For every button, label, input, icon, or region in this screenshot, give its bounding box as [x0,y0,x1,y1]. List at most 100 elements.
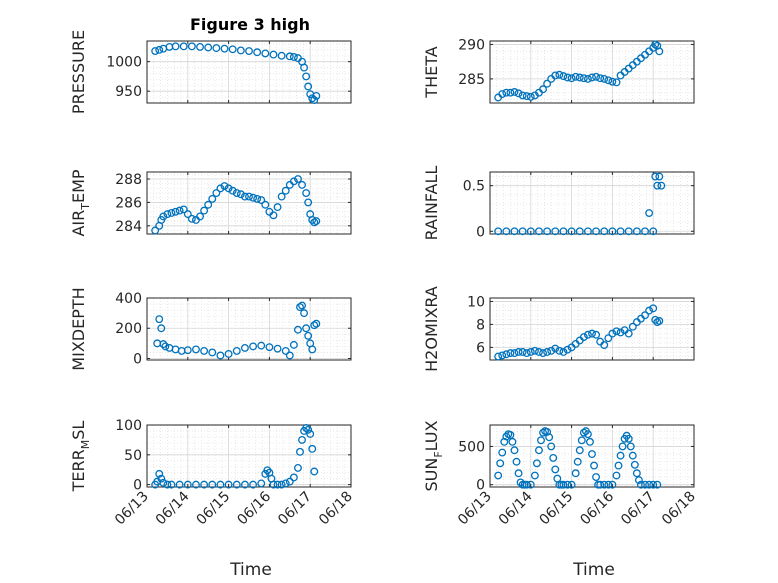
data-point [257,341,266,350]
data-point [555,346,564,355]
data-point [161,342,170,351]
data-point [294,463,302,472]
data-point [518,227,527,236]
data-point [573,457,582,466]
data-point [261,49,270,58]
data-point [502,432,511,441]
data-point [559,72,568,81]
data-point [228,186,237,195]
data-point [183,480,192,489]
y-tick-label: 0 [476,224,485,240]
data-point [208,348,217,357]
figure-title: Figure 3 high [190,15,310,34]
data-point [616,328,625,337]
axes-box [146,297,352,361]
data-point [308,444,317,453]
y-tick-label: 950 [115,84,142,100]
data-point [535,446,543,455]
data-point [596,480,605,489]
data-point [637,480,645,489]
data-point [616,451,625,460]
data-point [651,172,660,181]
data-point [559,480,568,489]
data-point [300,309,309,318]
data-point [240,343,249,352]
data-point [302,424,311,432]
data-point [212,44,221,53]
data-point [551,465,560,474]
data-point [312,91,321,100]
axes-box [146,40,352,104]
data-point [612,471,621,480]
data-point [289,340,298,349]
data-point [545,433,554,442]
data-point [183,210,192,219]
data-point [608,77,617,86]
data-point [155,45,164,54]
y-tick-label: 100 [115,418,142,434]
data-point [302,189,311,198]
y-tick-label: 0 [133,478,142,494]
data-point [510,349,519,358]
data-point [522,480,531,489]
data-point [273,480,282,489]
data-point [232,346,241,355]
x-axis-label-left: Time [229,560,272,580]
data-point [626,442,635,451]
y-axis-label: SUNFLUX [422,420,445,491]
data-point [655,317,664,325]
data-point [155,469,164,478]
data-point [586,437,594,446]
data-point [308,345,317,354]
data-point [506,349,515,358]
data-point [175,480,184,489]
y-tick-label: 200 [115,321,142,337]
data-point [273,344,282,353]
data-point [614,461,623,470]
data-point [196,212,204,221]
data-point [232,189,241,198]
data-point [216,351,225,360]
data-point [151,226,160,235]
data-point [657,181,666,190]
y-axis-label: MIXDEPTH [69,287,88,370]
data-point [551,344,560,353]
y-axis-label: AIRTEMP [69,169,92,236]
data-point [236,46,245,55]
data-point [604,334,613,343]
data-point [526,480,535,489]
data-point [265,343,274,352]
data-point [645,209,654,217]
data-point [502,350,511,359]
y-tick-label: 0 [133,351,142,367]
data-point [510,88,519,96]
data-point [510,446,519,455]
y-tick-label: 500 [458,439,485,455]
data-point [163,210,172,219]
data-point [228,45,237,54]
y-tick-label: 0.5 [463,179,485,195]
data-point [563,480,572,489]
data-point [277,51,286,60]
y-tick-label: 1000 [106,55,142,71]
data-point [298,180,306,189]
data-point [249,480,258,489]
data-point [571,469,580,478]
data-point [549,453,558,462]
data-point [289,52,298,61]
data-point [632,469,641,478]
data-point [592,227,601,236]
data-point [236,190,245,199]
axes-box [489,424,695,488]
data-point [583,74,592,83]
data-point [257,479,266,488]
y-axis-label: TERRMSL [69,421,92,493]
data-point [563,345,572,354]
data-point [163,480,172,489]
data-point [608,329,617,338]
data-point [559,348,568,356]
data-point [308,94,317,103]
y-tick-label: 6 [476,340,485,356]
data-point [600,480,609,489]
data-point [285,52,294,61]
